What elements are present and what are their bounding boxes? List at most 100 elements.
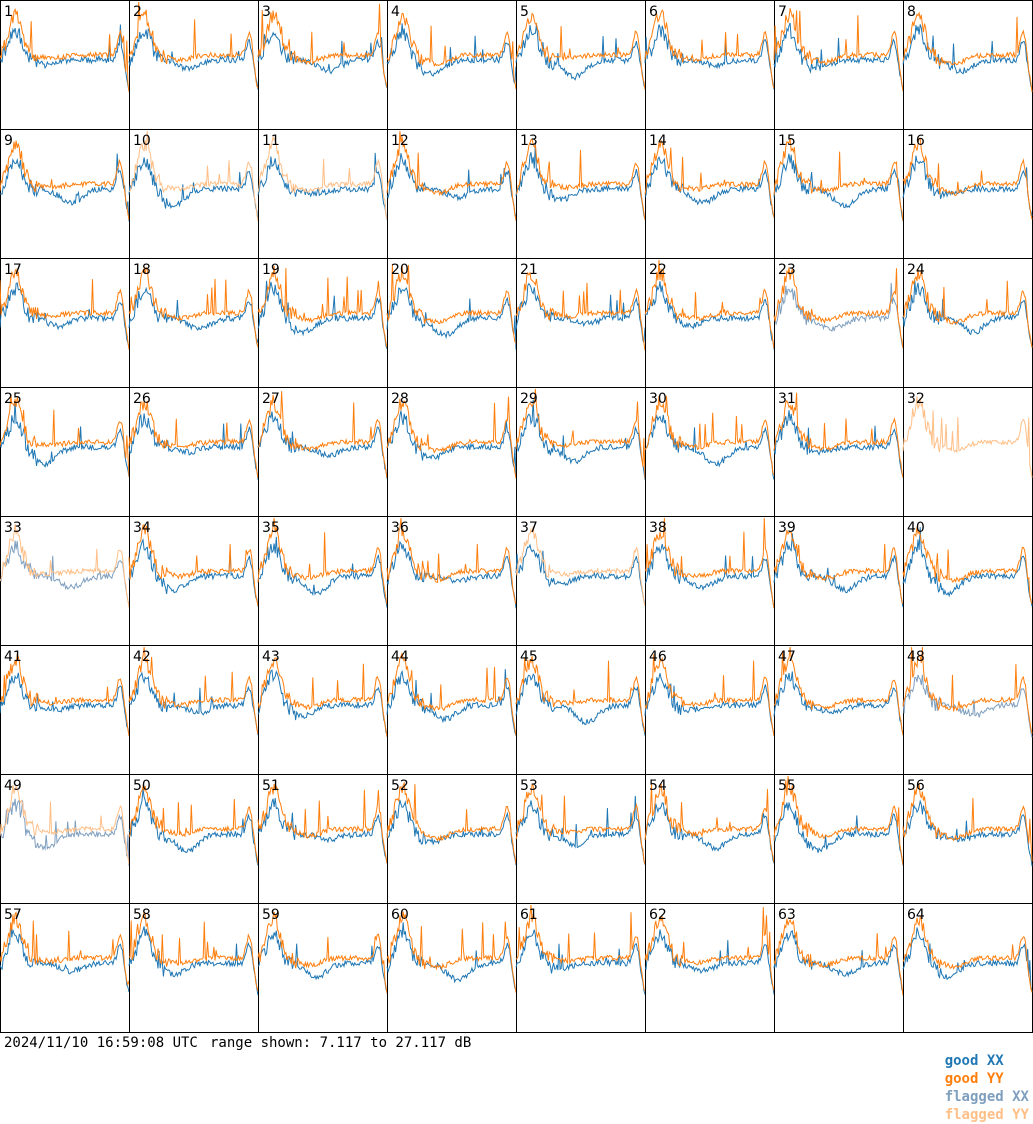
series-yy [128,524,259,606]
legend: good XX good YY flagged XX flagged YY [914,1034,1029,1124]
series-yy [773,646,904,736]
panel-45: 45 [515,645,646,775]
series-xx [386,540,517,609]
series-xx [902,674,1033,738]
series-yy [902,268,1033,348]
panel-37: 37 [515,516,646,646]
series-xx [257,536,388,608]
panel-label: 33 [4,520,22,536]
panel-36: 36 [386,516,517,646]
panel-56: 56 [902,774,1033,904]
series-yy [902,137,1033,220]
series-yy [0,268,130,350]
panel-label: 11 [262,133,280,149]
panel-label: 58 [133,907,151,923]
series-yy [128,784,259,864]
panel-6: 6 [644,0,775,130]
series-yy [257,3,388,88]
panel-50: 50 [128,774,259,904]
series-yy [773,918,904,996]
series-xx [644,281,775,350]
panel-label: 31 [778,391,796,407]
panel-label: 28 [391,391,409,407]
legend-good-yy: good YY [944,1071,1004,1087]
panel-frame [903,0,1033,130]
series-yy [902,396,1033,478]
panel-label: 41 [4,649,22,665]
series-yy [515,271,646,351]
series-yy [0,785,130,865]
panel-label: 1 [4,4,13,20]
panel-label: 53 [520,778,538,794]
series-yy [515,388,646,479]
panel-label: 35 [262,520,280,536]
panel-label: 7 [778,4,787,20]
series-xx [257,798,388,864]
panel-frame [258,0,388,130]
series-xx [386,23,517,84]
series-yy [0,911,130,986]
panel-label: 26 [133,391,151,407]
panel-51: 51 [257,774,388,904]
series-xx [902,24,1033,88]
panel-label: 63 [778,907,796,923]
series-xx [644,24,775,90]
series-xx [386,410,517,478]
series-yy [386,130,517,221]
series-yy [644,9,775,89]
panel-24: 24 [902,258,1033,388]
series-yy [902,915,1033,993]
series-xx [0,153,130,222]
panel-frame [516,0,646,130]
panel-3: 3 [257,0,388,130]
panel-25: 25 [0,387,130,517]
series-yy [644,783,775,863]
series-xx [257,669,388,733]
panel-label: 32 [907,391,925,407]
series-xx [902,799,1033,867]
panel-label: 62 [649,907,667,923]
panel-42: 42 [128,645,259,775]
series-xx [773,929,904,992]
panel-label: 10 [133,133,151,149]
panel-39: 39 [773,516,904,646]
panel-label: 24 [907,262,925,278]
panel-label: 46 [649,649,667,665]
legend-flagged-xx: flagged XX [944,1089,1029,1105]
panel-frame [129,0,259,130]
series-xx [644,414,775,480]
panel-frame [0,0,130,130]
panel-43: 43 [257,645,388,775]
series-xx [128,538,259,607]
series-xx [128,671,259,736]
panel-31: 31 [773,387,904,517]
panel-23: 23 [773,258,904,388]
panel-label: 38 [649,520,667,536]
panel-58: 58 [128,903,259,1033]
panel-12: 12 [386,129,517,259]
series-yy [773,775,904,866]
panel-2: 2 [128,0,259,130]
series-xx [0,282,130,348]
series-xx [0,798,130,866]
panel-54: 54 [644,774,775,904]
panel-18: 18 [128,258,259,388]
series-yy [257,517,388,605]
panel-label: 60 [391,907,409,923]
panel-label: 37 [520,520,538,536]
panel-label: 2 [133,4,142,20]
panel-label: 49 [4,778,22,794]
series-yy [773,8,904,92]
series-xx [128,413,259,480]
panel-label: 14 [649,133,667,149]
panel-47: 47 [773,645,904,775]
series-yy [902,782,1033,862]
series-xx [0,922,130,993]
series-xx [773,22,904,90]
panel-label: 17 [4,262,22,278]
panel-11: 11 [257,129,388,259]
series-yy [0,140,130,220]
panel-27: 27 [257,387,388,517]
panel-44: 44 [386,645,517,775]
